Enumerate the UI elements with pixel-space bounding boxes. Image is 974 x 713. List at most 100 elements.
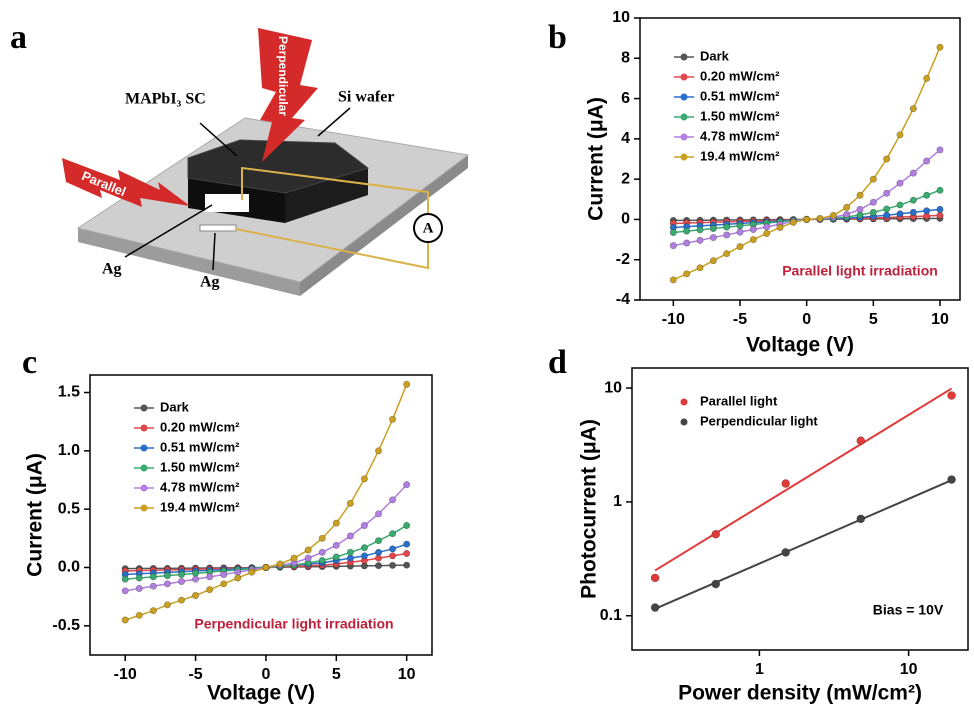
point (909, 105, 917, 113)
fit-line (654, 479, 952, 610)
point (711, 579, 721, 589)
point (375, 562, 383, 570)
x-tick-label: 5 (869, 311, 878, 328)
bolt-label: Perpendicular (276, 36, 290, 116)
y-tick-label: -2 (616, 251, 630, 268)
point (936, 186, 944, 194)
point (709, 224, 717, 232)
point (923, 207, 931, 215)
point (375, 537, 383, 545)
point (669, 242, 677, 250)
point (403, 380, 411, 388)
pointer (317, 107, 351, 137)
point (135, 611, 143, 619)
point (332, 519, 340, 527)
point (121, 616, 129, 624)
point (723, 250, 731, 258)
legend-marker (680, 53, 688, 61)
point (936, 211, 944, 219)
point (781, 479, 790, 488)
point (304, 554, 312, 562)
point (248, 568, 256, 576)
ammeter (413, 213, 443, 243)
panel-label: c (22, 344, 37, 381)
point (683, 239, 691, 247)
point (360, 521, 368, 529)
annotation: Bias = 10V (873, 602, 944, 618)
point (947, 391, 956, 400)
point (683, 227, 691, 235)
chart: b -10 -5 0 5 10 -4 -2 0 2 4 6 8 10 Voltage (V) Current … (548, 9, 961, 357)
point (883, 189, 891, 197)
x-axis-label: Power density (mW/cm²) (678, 682, 922, 705)
wafer-side (300, 155, 468, 296)
point (781, 548, 790, 557)
x-tick-label: 1 (755, 661, 764, 678)
x-tick-label: 10 (900, 661, 918, 678)
point (869, 175, 877, 183)
point (304, 546, 312, 554)
electrode (205, 194, 249, 212)
point (234, 568, 242, 576)
point (389, 552, 397, 560)
point (736, 228, 744, 236)
point (318, 534, 326, 542)
crystal-label: MAPbI₃ SC (125, 91, 206, 108)
x-tick-label: -10 (114, 666, 137, 683)
diagram: a A Perpendicular Parallel MAPbI₃ SC Si … (10, 19, 470, 296)
point (696, 236, 704, 244)
wire (235, 228, 429, 270)
legend-label: 19.4 mW/cm² (700, 148, 780, 163)
legend-label: Dark (700, 48, 730, 63)
point (909, 169, 917, 177)
x-tick-label: 10 (931, 311, 949, 328)
point (883, 211, 891, 219)
point (206, 573, 214, 581)
legend-marker (680, 133, 688, 141)
legend-marker (140, 444, 148, 452)
point (923, 157, 931, 165)
point (869, 198, 877, 206)
point (360, 544, 368, 552)
point (883, 155, 891, 163)
x-axis-label: Voltage (V) (207, 682, 315, 705)
legend-label: 0.20 mW/cm² (700, 68, 780, 83)
point (177, 570, 185, 578)
point (403, 481, 411, 489)
point (803, 215, 811, 223)
annotation: Perpendicular light irradiation (194, 616, 393, 632)
y-axis-label: Current (μA) (24, 453, 47, 577)
plot-frame (639, 17, 961, 301)
point (789, 218, 797, 226)
point (346, 548, 354, 556)
point (709, 234, 717, 242)
point (909, 208, 917, 216)
pointer (124, 204, 213, 258)
point (843, 210, 851, 218)
point (192, 575, 200, 583)
point (121, 575, 129, 583)
legend-label: 0.51 mW/cm² (160, 439, 240, 454)
electrode (199, 224, 237, 232)
chart: d 1 10 0.1 1 10 Power density (mW/cm²) Photocur… (548, 344, 969, 705)
plot-frame (89, 374, 433, 656)
panel-label: d (548, 344, 567, 381)
point (163, 601, 171, 609)
legend-marker (680, 73, 688, 81)
point (375, 447, 383, 455)
point (163, 580, 171, 588)
point (149, 573, 157, 581)
point (389, 530, 397, 538)
legend-label: 1.50 mW/cm² (700, 108, 780, 123)
point (711, 529, 721, 539)
point (650, 603, 660, 612)
point (389, 415, 397, 423)
point (883, 205, 891, 213)
point (290, 554, 298, 562)
point (723, 223, 731, 231)
point (856, 436, 866, 445)
point (736, 243, 744, 251)
pointer (212, 232, 216, 271)
